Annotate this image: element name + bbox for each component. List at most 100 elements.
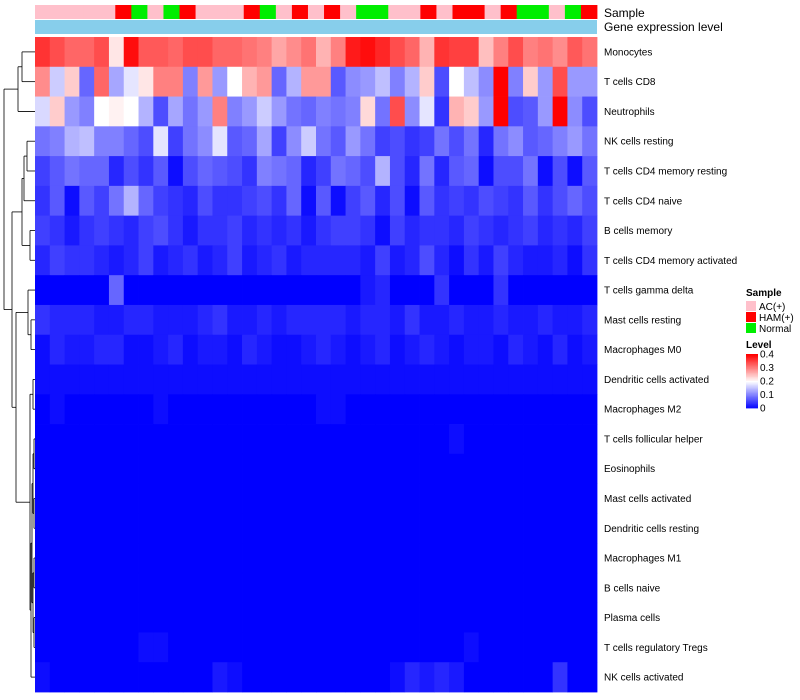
heatmap-cell [197, 483, 213, 514]
heatmap-cell [330, 245, 346, 276]
legend-colorbar-segment [746, 375, 758, 378]
heatmap-cell [49, 424, 65, 455]
heatmap-cell [375, 394, 391, 425]
heatmap-cell [168, 662, 184, 693]
heatmap-cell [360, 334, 376, 365]
heatmap-cell [79, 185, 95, 217]
heatmap-cell [153, 513, 169, 544]
heatmap-cell [567, 364, 583, 395]
heatmap-cell [316, 513, 332, 544]
legend-colorbar-segment [746, 358, 758, 360]
heatmap-cell [212, 66, 228, 97]
heatmap-cell [330, 215, 346, 246]
heatmap-cell [242, 215, 258, 246]
heatmap-cell [182, 483, 199, 514]
heatmap-cell [123, 662, 139, 693]
heatmap-cell [330, 424, 346, 455]
heatmap-cell [271, 394, 287, 425]
heatmap-cell [227, 513, 243, 544]
heatmap-cell [537, 275, 554, 306]
heatmap-cell [419, 572, 435, 604]
heatmap-cell [49, 364, 65, 395]
heatmap-cell [330, 632, 346, 663]
heatmap-cell [212, 513, 228, 544]
heatmap-cell [242, 156, 258, 187]
heatmap-cell [419, 424, 435, 455]
heatmap-cell [108, 126, 125, 157]
heatmap-cell [389, 453, 406, 484]
heatmap-cell [286, 662, 302, 693]
heatmap-cell [168, 572, 184, 604]
heatmap-cell [434, 66, 450, 97]
row-label: T cells follicular helper [604, 434, 703, 445]
heatmap-cell [123, 275, 139, 306]
heatmap-cell [389, 572, 406, 604]
heatmap-cell [567, 572, 583, 604]
heatmap-cell [94, 275, 110, 306]
heatmap-cell [153, 275, 169, 306]
heatmap-cell [434, 662, 450, 693]
sample-annotation-cell [356, 5, 373, 19]
heatmap-cell [552, 37, 568, 68]
row-label: T cells CD8 [604, 77, 656, 88]
heatmap-cell [94, 364, 110, 395]
heatmap-cell [345, 156, 361, 187]
heatmap-cell [64, 185, 80, 217]
heatmap-cell [434, 632, 450, 663]
heatmap-cell [552, 632, 568, 663]
heatmap-cell [375, 364, 391, 395]
heatmap-cell [64, 483, 80, 514]
heatmap-cell [404, 66, 420, 97]
row-label: T cells CD4 memory resting [604, 166, 727, 177]
heatmap-cell [567, 66, 583, 97]
heatmap-cell [301, 572, 317, 604]
heatmap-cell [508, 543, 524, 574]
heatmap-cell [182, 394, 199, 425]
heatmap-cell [123, 483, 139, 514]
legend-colorbar-segment [746, 359, 758, 362]
heatmap-cell [463, 572, 480, 604]
heatmap-cell [316, 275, 332, 306]
sample-annotation-cell [227, 5, 245, 19]
heatmap-cell [345, 602, 361, 633]
heatmap-cell [567, 394, 583, 425]
legend-colorbar-segment [746, 371, 758, 374]
heatmap-cell [478, 453, 494, 484]
heatmap-cell [434, 245, 450, 276]
heatmap-cell [227, 96, 243, 127]
heatmap-cell [478, 275, 494, 306]
heatmap-cell [64, 37, 80, 68]
heatmap-cell [375, 602, 391, 633]
legend-label: Normal [759, 324, 791, 335]
sample-annotation-cell [83, 5, 100, 19]
legend-colorbar-segment [746, 398, 758, 401]
heatmap-cell [567, 156, 583, 187]
sample-annotation-cell [404, 5, 421, 19]
heatmap-cell [35, 632, 51, 663]
row-label: NK cells resting [604, 137, 673, 148]
heatmap-cell [35, 37, 51, 68]
heatmap-cell [35, 215, 51, 246]
legend-colorbar-segment [746, 364, 758, 367]
heatmap-cell [123, 453, 139, 484]
heatmap-cell [508, 334, 524, 365]
heatmap-cell [256, 126, 273, 157]
heatmap-cell [197, 364, 213, 395]
heatmap-cell [316, 453, 332, 484]
heatmap-cell [523, 364, 539, 395]
heatmap-cell [360, 126, 376, 157]
heatmap-cell [330, 572, 346, 604]
heatmap-cell [286, 275, 302, 306]
legend-swatch [746, 312, 756, 322]
heatmap-cell [345, 513, 361, 544]
heatmap-cell [182, 156, 199, 187]
heatmap-cell [330, 96, 346, 127]
heatmap-cell [449, 245, 465, 276]
legend-swatch [746, 323, 756, 333]
heatmap-cell [242, 275, 258, 306]
heatmap-cell [360, 662, 376, 693]
legend-colorbar [746, 354, 758, 409]
sample-annotation-cell [291, 5, 309, 19]
heatmap-cell [123, 96, 139, 127]
heatmap-cell [552, 364, 568, 395]
